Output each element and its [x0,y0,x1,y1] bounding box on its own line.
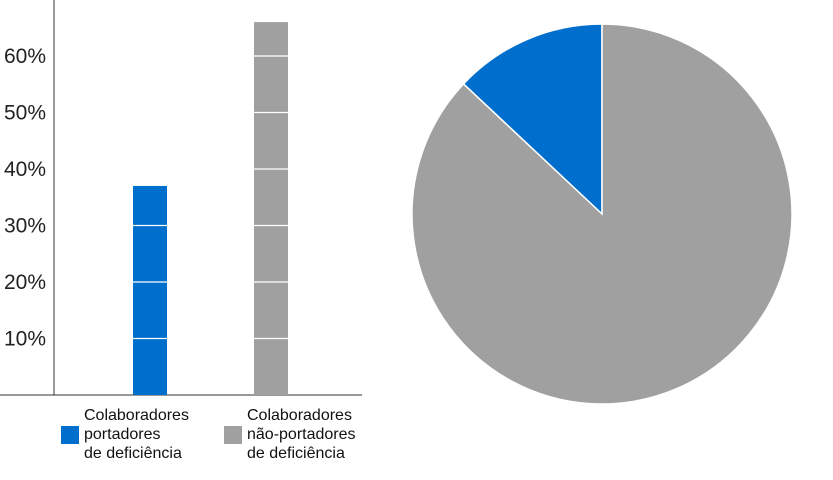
y-tick-label-30: 30% [4,215,46,238]
legend-line: não-portadores [247,426,356,443]
pie-slice-nao-portadores [411,23,793,405]
y-tick-label-10: 10% [4,328,46,351]
legend-line: de deficiência [247,445,345,462]
y-tick-label-40: 40% [4,158,46,181]
bar-chart: 10% 20% 30% 40% 50% 60% [0,0,362,396]
y-tick-label-20: 20% [4,271,46,294]
y-tick-label-60: 60% [4,45,46,68]
y-tick-label-50: 50% [4,102,46,125]
bar-portadores [133,185,167,395]
pie-chart [411,23,793,405]
legend-line: Colaboradores [247,407,352,424]
legend-swatch-blue [61,426,79,444]
legend-label-nao-portadores: Colaboradores não-portadores de deficiên… [247,406,356,463]
legend-line: de deficiência [84,445,182,462]
legend-item-portadores: Colaboradores portadores de deficiência [61,406,189,463]
legend-item-nao-portadores: Colaboradores não-portadores de deficiên… [224,406,356,463]
bar-nao-portadores [254,22,288,395]
legend-label-portadores: Colaboradores portadores de deficiência [84,406,189,463]
y-tick-labels: 10% 20% 30% 40% 50% 60% [4,45,46,351]
legend-line: Colaboradores [84,407,189,424]
legend-line: portadores [84,426,161,443]
legend-swatch-gray [224,426,242,444]
pie-slice-portadores [462,23,603,216]
bars [133,22,288,395]
